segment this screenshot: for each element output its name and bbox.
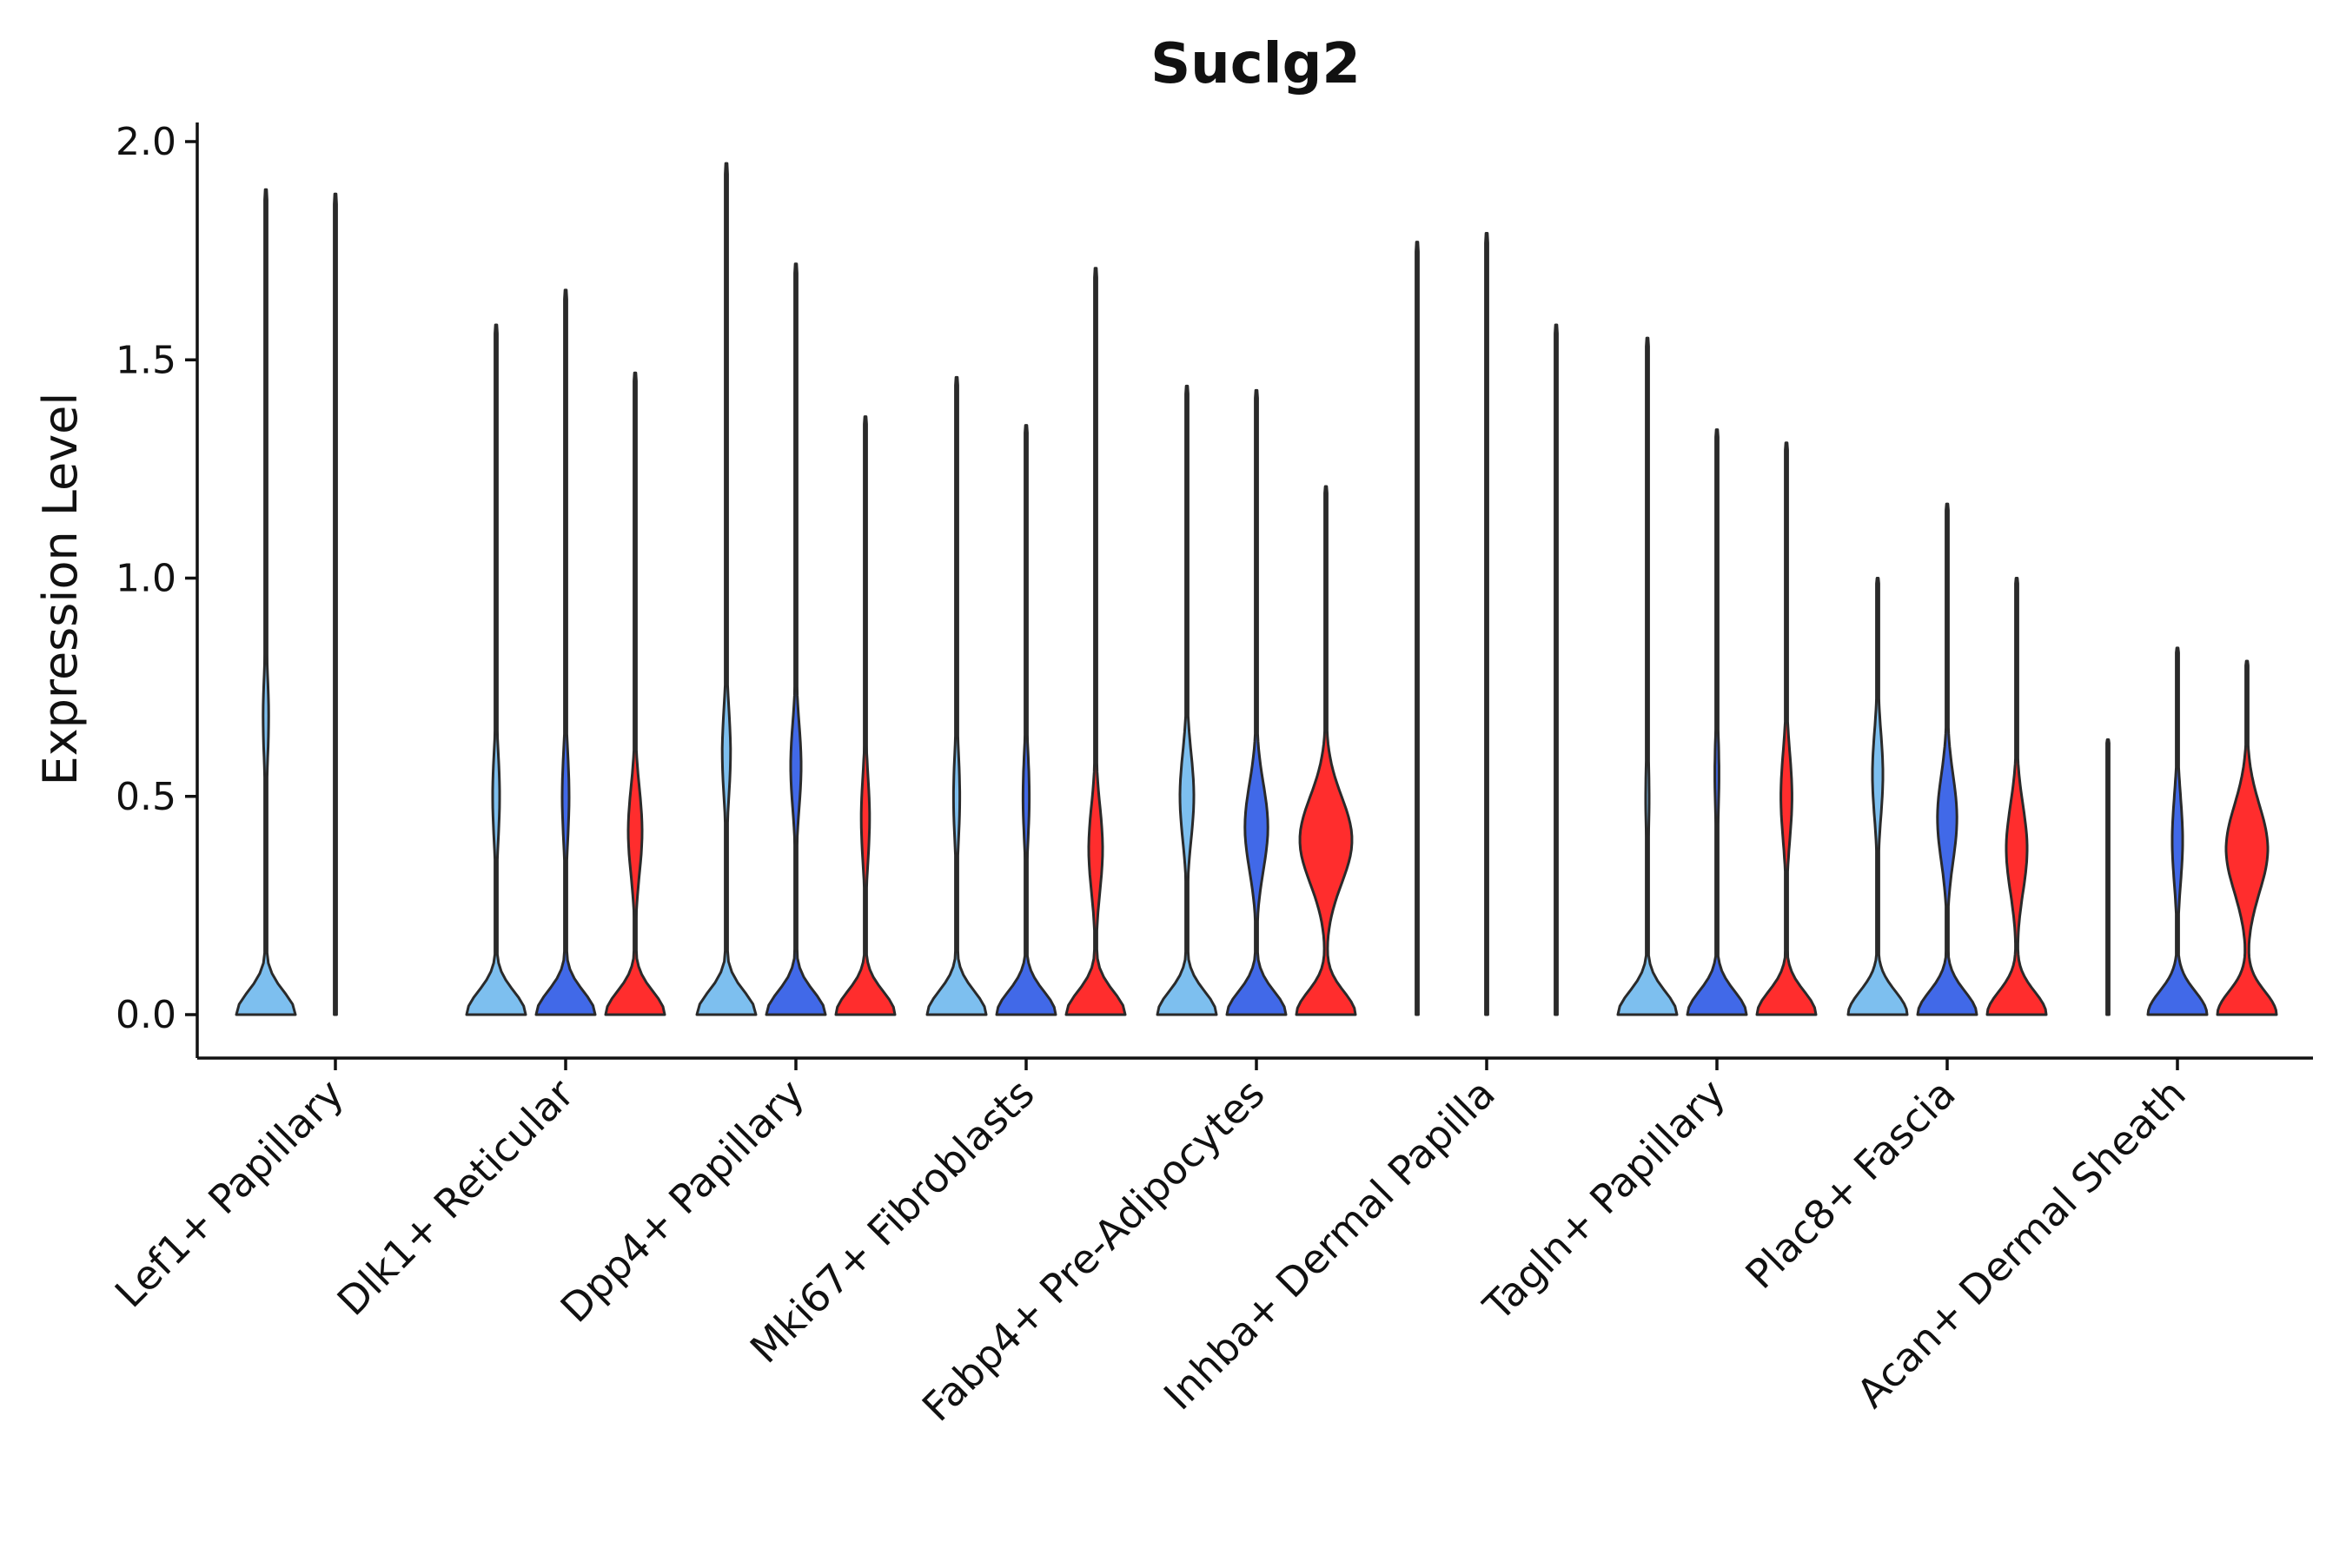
violin-dpp4-papillary-3: [834, 415, 897, 1016]
violin-dlk1-reticular-3: [604, 371, 666, 1016]
x-tick-label: Lef1+ Papillary: [106, 1070, 353, 1317]
y-axis-label: Expression Level: [33, 393, 88, 786]
violin-tagln-papillary-1: [1616, 336, 1679, 1016]
violin-plac8-fascia-3: [1985, 577, 2048, 1016]
violin-tagln-papillary-3: [1755, 441, 1818, 1016]
violin-inhba-dermal-papilla-2: [1484, 232, 1489, 1016]
violin-inhba-dermal-papilla-3: [1554, 323, 1559, 1016]
y-tick-label: 1.0: [116, 557, 176, 601]
violin-tagln-papillary-2: [1686, 428, 1748, 1016]
violin-plac8-fascia-2: [1916, 502, 1978, 1016]
y-tick-label: 0.5: [116, 775, 176, 819]
violin-fabp4-pre-adipocytes-2: [1225, 388, 1288, 1016]
violin-fabp4-pre-adipocytes-3: [1295, 485, 1357, 1016]
y-axis-ticks: 0.0 0.5 1.0 1.5 2.0: [116, 120, 197, 1037]
y-tick-label: 1.5: [116, 338, 176, 382]
violin-mki67-fibroblasts-3: [1064, 267, 1127, 1016]
violin-acan-dermal-sheath-3: [2216, 659, 2278, 1016]
x-tick-label: Dpp4+ Papillary: [552, 1070, 813, 1332]
violin-lef1-papillary-2: [333, 192, 338, 1016]
chart-title: Suclg2: [1150, 32, 1361, 96]
violin-plac8-fascia-1: [1846, 577, 1909, 1016]
violin-fabp4-pre-adipocytes-1: [1156, 384, 1218, 1016]
y-tick-label: 2.0: [116, 120, 176, 164]
violin-inhba-dermal-papilla-1: [1415, 241, 1420, 1016]
plot-area: [235, 162, 2278, 1016]
violin-dpp4-papillary-1: [695, 162, 758, 1016]
x-tick-label: Tagln+ Papillary: [1474, 1070, 1734, 1331]
violin-dlk1-reticular-2: [534, 288, 597, 1016]
violin-mki67-fibroblasts-2: [995, 424, 1057, 1016]
violin-mki67-fibroblasts-1: [925, 375, 988, 1016]
x-tick-label: Dlk1+ Reticular: [328, 1070, 583, 1325]
violin-lef1-papillary-1: [235, 188, 297, 1016]
violin-dpp4-papillary-2: [765, 262, 827, 1016]
y-tick-label: 0.0: [116, 993, 176, 1037]
violin-dlk1-reticular-1: [465, 323, 527, 1016]
x-tick-label: Plac8+ Fascia: [1736, 1070, 1964, 1298]
violin-acan-dermal-sheath-2: [2146, 646, 2209, 1016]
violin-acan-dermal-sheath-1: [2105, 738, 2111, 1016]
